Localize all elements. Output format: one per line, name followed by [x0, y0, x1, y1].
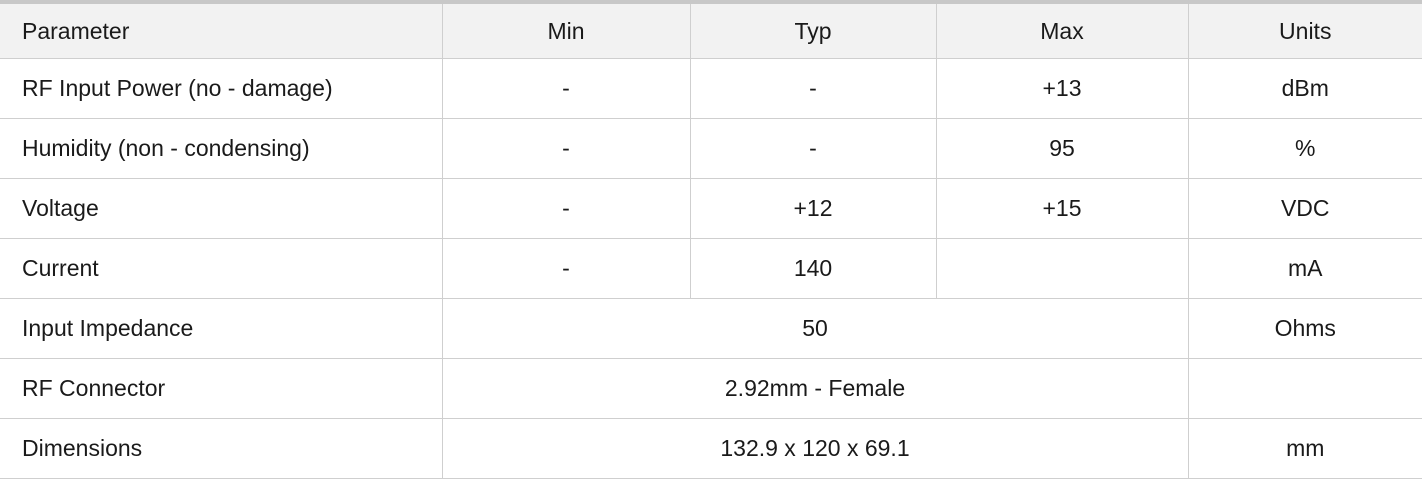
- cell-max: +13: [935, 58, 1188, 119]
- cell-units: VDC: [1187, 178, 1422, 239]
- cell-typ: +12: [689, 178, 936, 239]
- header-min: Min: [441, 2, 690, 59]
- table-row: RF Input Power (no - damage) - - +13 dBm: [0, 58, 1422, 119]
- cell-max: 95: [935, 118, 1188, 179]
- cell-typ: -: [689, 58, 936, 119]
- table-row: RF Connector 2.92mm - Female: [0, 358, 1422, 419]
- cell-units: %: [1187, 118, 1422, 179]
- cell-units: [1187, 358, 1422, 419]
- cell-typ: -: [689, 118, 936, 179]
- cell-parameter: Input Impedance: [0, 298, 442, 359]
- cell-min: -: [441, 178, 690, 239]
- cell-min: -: [441, 238, 690, 299]
- cell-units: mm: [1187, 418, 1422, 479]
- table-header-row: Parameter Min Typ Max Units: [0, 2, 1422, 59]
- cell-units: dBm: [1187, 58, 1422, 119]
- cell-max: [935, 238, 1188, 299]
- table-row: Humidity (non - condensing) - - 95 %: [0, 118, 1422, 179]
- table-row: Input Impedance 50 Ohms: [0, 298, 1422, 359]
- cell-parameter: Dimensions: [0, 418, 442, 479]
- header-units: Units: [1187, 2, 1422, 59]
- cell-value: 2.92mm - Female: [441, 358, 1188, 419]
- cell-units: Ohms: [1187, 298, 1422, 359]
- table-row: Current - 140 mA: [0, 238, 1422, 299]
- cell-parameter: Voltage: [0, 178, 442, 239]
- cell-units: mA: [1187, 238, 1422, 299]
- table-row: Voltage - +12 +15 VDC: [0, 178, 1422, 239]
- cell-value: 50: [441, 298, 1188, 359]
- cell-parameter: Current: [0, 238, 442, 299]
- cell-parameter: Humidity (non - condensing): [0, 118, 442, 179]
- header-max: Max: [935, 2, 1188, 59]
- cell-typ: 140: [689, 238, 936, 299]
- header-typ: Typ: [689, 2, 936, 59]
- table-row: Dimensions 132.9 x 120 x 69.1 mm: [0, 418, 1422, 479]
- header-parameter: Parameter: [0, 2, 442, 59]
- cell-parameter: RF Input Power (no - damage): [0, 58, 442, 119]
- cell-min: -: [441, 58, 690, 119]
- cell-parameter: RF Connector: [0, 358, 442, 419]
- cell-value: 132.9 x 120 x 69.1: [441, 418, 1188, 479]
- cell-min: -: [441, 118, 690, 179]
- cell-max: +15: [935, 178, 1188, 239]
